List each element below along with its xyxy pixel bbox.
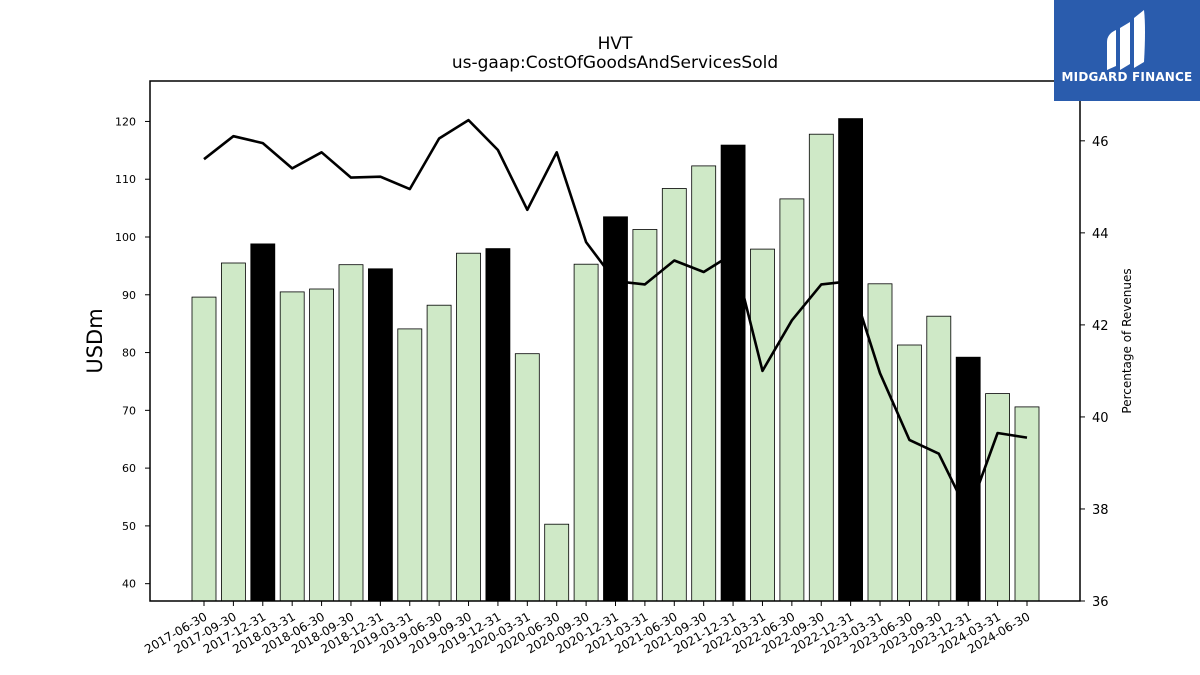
bar (220, 262, 246, 602)
right-y-axis: 36 38 40 42 44 46 (1080, 135, 1109, 610)
bar (1014, 406, 1040, 602)
left-y-axis: 40 50 60 70 80 90 100 110 120 (115, 115, 150, 591)
right-y-tick-label: 36 (1092, 595, 1109, 610)
left-y-tick-label: 110 (115, 173, 136, 186)
bar (544, 523, 570, 602)
bar (661, 188, 687, 602)
right-y-tick-label: 38 (1092, 503, 1109, 518)
logo-text: MIDGARD FINANCE (1061, 70, 1193, 84)
bar (867, 283, 893, 602)
bar (897, 344, 922, 602)
bar (750, 248, 775, 602)
bar (838, 118, 863, 602)
left-y-tick-label: 70 (122, 404, 136, 417)
left-y-tick-label: 50 (122, 520, 136, 533)
bar (573, 263, 599, 602)
right-y-tick-label: 44 (1092, 227, 1109, 242)
left-y-tick-label: 80 (122, 347, 136, 360)
left-y-tick-label: 120 (115, 115, 136, 128)
line-series-group (203, 118, 1028, 515)
bar-series (191, 118, 1040, 602)
bar (338, 264, 364, 602)
bar (426, 304, 452, 602)
bar (926, 315, 952, 602)
bar (309, 288, 335, 602)
midgard-finance-logo: MIDGARD FINANCE (1054, 0, 1200, 101)
bar (514, 353, 540, 602)
bar (367, 268, 393, 602)
bar (632, 229, 658, 602)
bar (955, 356, 981, 602)
bar (808, 133, 834, 602)
left-y-tick-label: 90 (122, 289, 136, 302)
right-y-tick-label: 42 (1092, 319, 1109, 334)
bar (603, 216, 628, 602)
x-axis: 2017-06-302017-09-302017-12-312018-03-31… (142, 601, 1033, 656)
bar (397, 328, 423, 602)
left-y-tick-label: 40 (122, 578, 136, 591)
bar (191, 296, 217, 602)
right-y-axis-label: Percentage of Revenues (1120, 268, 1134, 413)
left-y-tick-label: 100 (115, 231, 136, 244)
percentage-line (203, 118, 1028, 515)
left-y-tick-label: 60 (122, 462, 136, 475)
bar (691, 165, 717, 602)
bar (720, 144, 746, 602)
bar (279, 291, 305, 602)
right-y-tick-label: 40 (1092, 411, 1109, 426)
right-y-tick-label: 46 (1092, 135, 1109, 150)
bar (779, 198, 805, 602)
chart-title: HVT (598, 34, 633, 54)
bar (485, 248, 511, 602)
chart-subtitle: us-gaap:CostOfGoodsAndServicesSold (452, 53, 778, 73)
bar (456, 252, 481, 602)
left-y-axis-label: USDm (83, 308, 107, 373)
bar (985, 393, 1010, 602)
midgard-logo-icon (1107, 10, 1145, 70)
bar (250, 243, 276, 602)
